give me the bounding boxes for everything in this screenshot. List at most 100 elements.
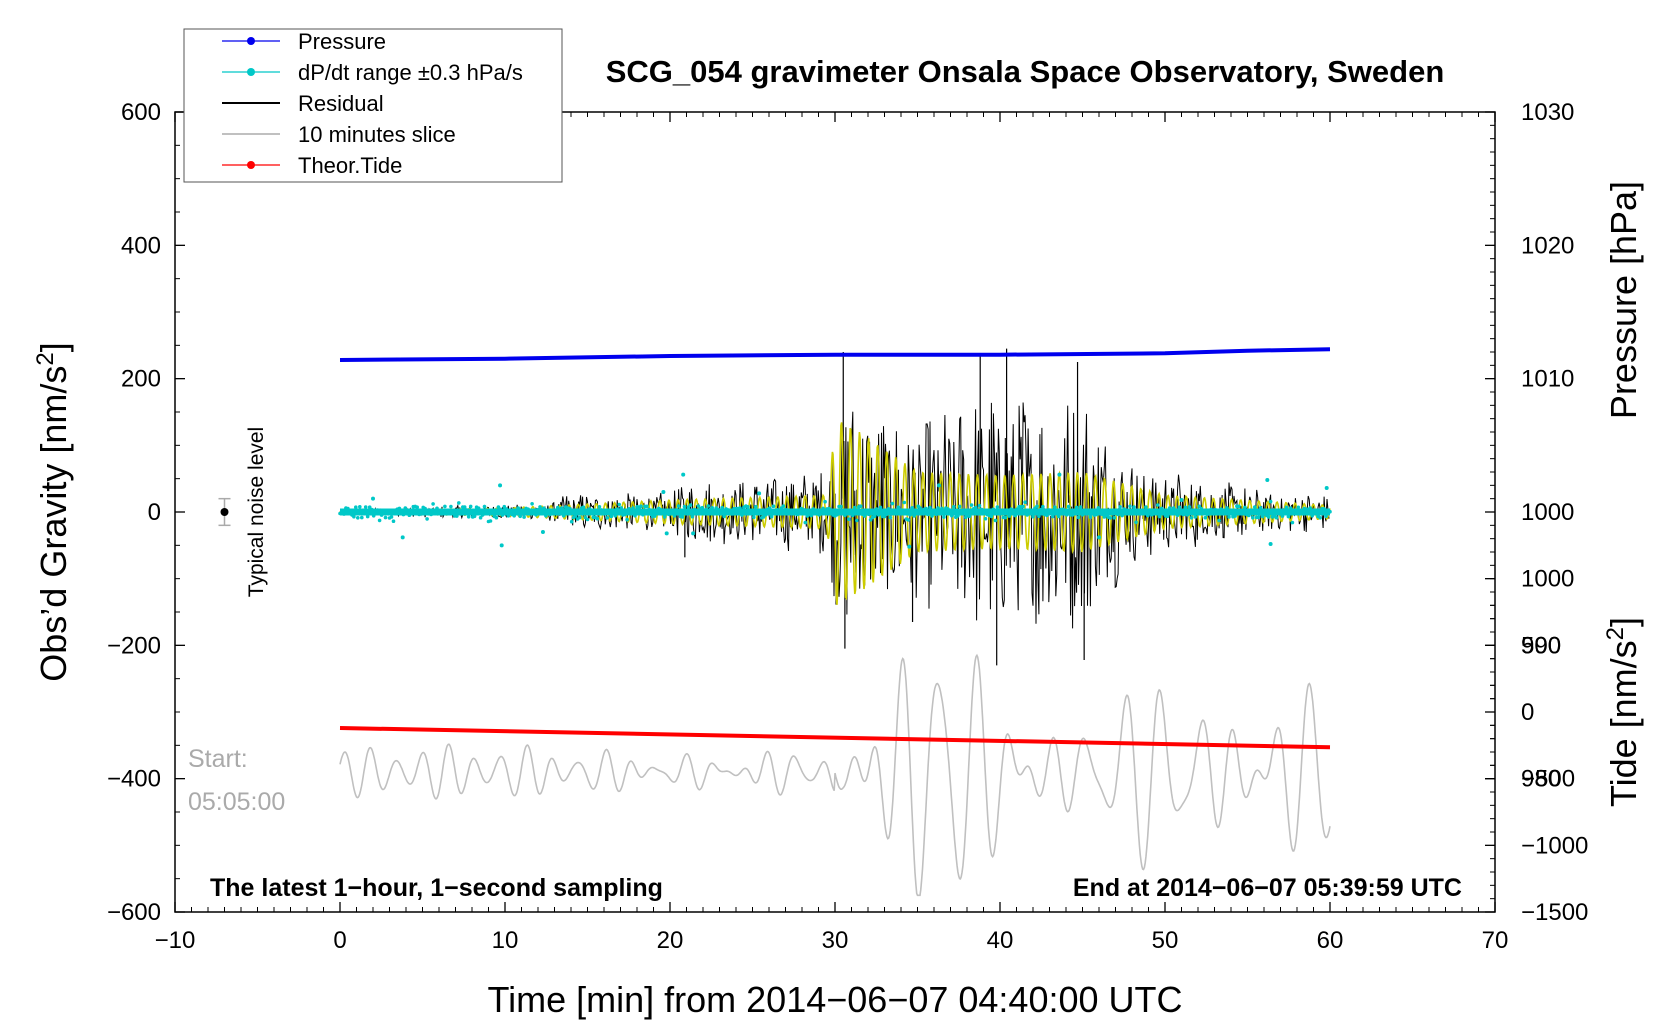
dpdt-point (912, 514, 916, 518)
dpdt-point (363, 505, 368, 509)
dpdt-point (348, 509, 352, 513)
dpdt-point (1223, 510, 1227, 514)
dpdt-point (801, 507, 806, 512)
dpdt-point (1080, 513, 1085, 517)
dpdt-point (839, 504, 843, 509)
dpdt-point (1280, 514, 1285, 518)
legend-label: dP/dt range ±0.3 hPa/s (298, 60, 523, 85)
dpdt-point (956, 514, 960, 518)
dpdt-point (928, 505, 932, 510)
dpdt-point (1005, 511, 1010, 516)
dpdt-point (488, 519, 493, 523)
dpdt-outlier (499, 543, 504, 548)
dpdt-point (641, 512, 645, 517)
dpdt-point (1288, 506, 1293, 510)
dpdt-point (520, 509, 524, 514)
dpdt-point (1055, 510, 1059, 515)
dpdt-point (920, 511, 924, 515)
y-tick-label-pressure: 990 (1521, 632, 1561, 659)
dpdt-point (1308, 506, 1312, 510)
dpdt-point (391, 519, 396, 523)
x-tick-label: −10 (155, 927, 196, 954)
dpdt-point (1169, 508, 1174, 513)
dpdt-point (1266, 515, 1271, 519)
dpdt-point (1086, 509, 1091, 514)
dpdt-point (595, 516, 600, 521)
dpdt-point (1274, 515, 1279, 520)
dpdt-point (1096, 506, 1101, 510)
sampling-note: The latest 1−hour, 1−second sampling (210, 874, 663, 902)
dpdt-point (906, 518, 911, 522)
dpdt-point (1229, 511, 1233, 515)
dpdt-point (1072, 509, 1077, 514)
y-tick-label-gravity: 400 (121, 232, 161, 259)
dpdt-point (876, 513, 881, 517)
slice-line (339, 653, 1331, 897)
dpdt-point (1108, 516, 1112, 520)
dpdt-point (934, 512, 938, 516)
dpdt-outlier (681, 472, 686, 477)
y-tick-label-tide: 500 (1521, 632, 1561, 659)
dpdt-point (740, 513, 744, 517)
x-tick-label: 10 (492, 927, 519, 954)
series-dpdt (338, 472, 1332, 549)
dpdt-point (354, 505, 358, 510)
dpdt-point (1037, 514, 1041, 518)
dpdt-outlier (661, 490, 666, 494)
dpdt-point (1122, 507, 1126, 511)
dpdt-point (946, 507, 950, 511)
dpdt-point (518, 514, 522, 519)
dpdt-point (668, 511, 673, 515)
dpdt-point (1181, 512, 1186, 517)
dpdt-point (1171, 506, 1176, 510)
dpdt-point (950, 513, 954, 518)
dpdt-point (1155, 503, 1160, 507)
dpdt-point (853, 505, 857, 510)
dpdt-point (1219, 507, 1223, 512)
dpdt-point (1201, 509, 1206, 514)
dpdt-point (639, 504, 643, 509)
dpdt-point (1023, 500, 1027, 505)
dpdt-point (1193, 515, 1198, 519)
dpdt-point (647, 507, 651, 512)
dpdt-point (447, 510, 451, 514)
dpdt-point (603, 511, 608, 515)
dpdt-point (1237, 504, 1241, 509)
dpdt-point (494, 515, 499, 520)
dpdt-point (1253, 505, 1257, 509)
y-axis-label-gravity: Obs’d Gravity [nm/s2] (32, 342, 75, 681)
dpdt-point (419, 510, 424, 515)
dpdt-point (942, 515, 946, 519)
dpdt-point (431, 502, 435, 506)
dpdt-point (554, 511, 558, 515)
dpdt-point (1203, 515, 1208, 520)
dpdt-point (1189, 516, 1194, 520)
dpdt-point (866, 512, 871, 516)
dpdt-point (1284, 505, 1289, 510)
dpdt-point (769, 514, 774, 519)
y-tick-label-pressure: 1030 (1521, 99, 1574, 126)
dpdt-point (1328, 509, 1332, 514)
dpdt-point (1191, 512, 1196, 516)
dpdt-point (1154, 510, 1158, 514)
dpdt-point (1173, 510, 1178, 515)
dpdt-point (967, 514, 972, 518)
x-axis-label: Time [min] from 2014−06−07 04:40:00 UTC (487, 979, 1182, 1020)
dpdt-point (548, 512, 552, 517)
dpdt-point (680, 515, 685, 519)
dpdt-point (811, 507, 815, 511)
dpdt-point (969, 503, 974, 507)
dpdt-point (1157, 514, 1162, 519)
y-tick-label-tide: 0 (1521, 699, 1534, 726)
dpdt-point (365, 514, 370, 519)
dpdt-point (655, 510, 659, 515)
dpdt-outlier (1057, 472, 1062, 477)
dpdt-point (538, 505, 542, 509)
dpdt-point (423, 506, 427, 511)
dpdt-point (530, 502, 534, 506)
dpdt-point (373, 510, 378, 515)
dpdt-point (961, 510, 966, 515)
dpdt-point (900, 510, 905, 515)
series-tide (339, 726, 1331, 750)
dpdt-point (358, 505, 362, 509)
